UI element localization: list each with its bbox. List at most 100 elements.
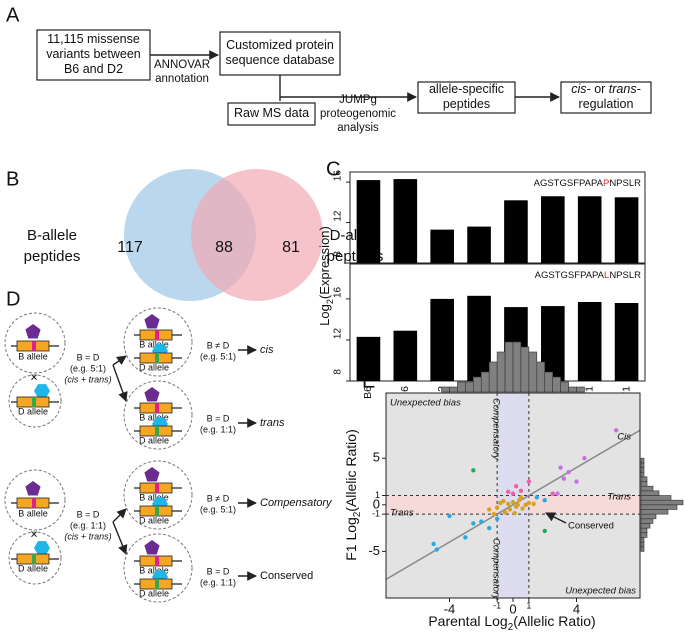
allele-label: B allele [18, 508, 48, 518]
allele-label: B allele [139, 492, 169, 502]
bar [356, 336, 381, 381]
region-label: Conserved [568, 521, 614, 532]
flow-text: Customized protein [226, 38, 334, 52]
relation: B = D [77, 352, 100, 362]
text-segment: 11,115 missense [47, 32, 140, 46]
axis-title: F1 Log2(Allelic Ratio) [343, 429, 363, 561]
hist-bar [441, 386, 450, 393]
allele-label: B allele [139, 412, 169, 422]
edge-label: analysis [337, 122, 379, 134]
hist-bar [640, 476, 648, 482]
flow-text: B6 and D2 [64, 62, 123, 76]
text-segment: L [604, 270, 609, 281]
x-tick-label: 1 [526, 600, 531, 610]
hist-bar [640, 537, 645, 543]
axis-title: Parental Log2(Allelic Ratio) [428, 613, 595, 632]
flow-text: Raw MS data [234, 106, 309, 120]
hist-bar [640, 462, 645, 468]
hist-bar [480, 371, 490, 393]
text-segment: regulation [579, 97, 634, 111]
bar [393, 330, 418, 381]
point [574, 479, 579, 484]
point [491, 511, 497, 517]
note: (cis + trans) [64, 531, 111, 541]
ratio: (e.g. 1:1) [200, 424, 236, 434]
ratio: (e.g. 5:1) [70, 363, 106, 373]
region-label: Compensatory [490, 538, 501, 601]
cell [4, 469, 66, 531]
point [506, 489, 511, 494]
protein [34, 384, 50, 398]
text-segment: 2 [325, 299, 335, 304]
hist-bar [520, 346, 530, 393]
flow-text: cis- or trans- [571, 82, 640, 96]
arrow [112, 355, 127, 366]
bar [393, 179, 418, 263]
hist-bar [640, 518, 654, 524]
venn-circle [191, 169, 323, 301]
hist-bar [465, 381, 474, 393]
point [515, 502, 520, 508]
point [463, 535, 468, 540]
text-segment: (Allelic Ratio) [343, 429, 359, 511]
y-tick-label: 8 [333, 251, 344, 257]
hist-bar [512, 341, 522, 393]
point [486, 507, 492, 512]
point [507, 507, 513, 512]
hist-bar [449, 386, 458, 393]
bar [356, 180, 381, 263]
arrow [545, 512, 567, 524]
point [513, 483, 519, 489]
point [520, 506, 525, 511]
hist-bar [640, 457, 645, 464]
relation: B = D [207, 413, 230, 423]
bar [504, 200, 528, 263]
x-tick-label: -1 [493, 600, 501, 610]
panel-label: D [6, 288, 20, 310]
point [501, 498, 506, 504]
arrow [112, 364, 128, 402]
allele-label: D allele [139, 515, 169, 525]
point [555, 491, 560, 496]
text-segment: NPSLR [609, 270, 641, 281]
venn-count: 117 [117, 239, 143, 256]
x-tick-label: 0 [509, 601, 516, 616]
point [613, 428, 619, 433]
hist-bar [536, 361, 546, 393]
hist-bar [504, 341, 514, 393]
text-segment: (Allelic Ratio) [513, 613, 595, 629]
result: trans [260, 417, 285, 429]
point [558, 465, 563, 470]
panel-label: A [6, 4, 20, 26]
point [550, 491, 555, 496]
arrow [112, 521, 128, 555]
bar [467, 226, 491, 263]
protein [144, 467, 160, 482]
point [582, 456, 587, 461]
point [518, 488, 524, 494]
panel-label: B [6, 168, 19, 190]
flow-box [560, 81, 652, 114]
edge-label: proteogenomic [320, 108, 396, 120]
allele-label: D allele [18, 406, 48, 416]
point [531, 501, 536, 507]
bar [577, 196, 602, 263]
x-tick-label: -4 [444, 601, 456, 616]
hist-bar [640, 495, 672, 501]
point [526, 479, 532, 484]
point [494, 505, 500, 510]
variant [155, 556, 159, 566]
point [542, 497, 547, 503]
variant [155, 483, 159, 493]
text-segment: Log [317, 304, 332, 326]
point [542, 528, 547, 534]
point [510, 491, 516, 496]
hist-bar [496, 351, 506, 393]
allele-label: D allele [139, 435, 169, 445]
relation: B = D [77, 509, 100, 519]
edge-label: ANNOVAR [154, 59, 210, 71]
hist-bar [640, 485, 654, 492]
text-segment: Raw MS data [234, 106, 309, 120]
region-label: Unexpected bias [565, 586, 636, 597]
cell [123, 380, 193, 450]
